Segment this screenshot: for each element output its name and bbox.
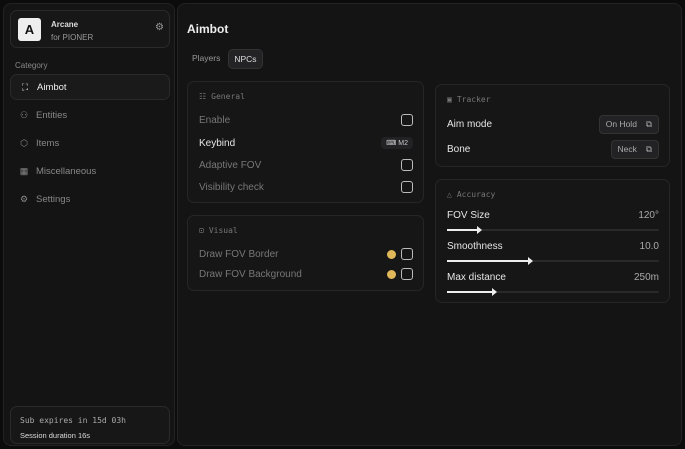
fov-background-row: Draw FOV Background (199, 266, 413, 282)
cube-icon: ⬡ (20, 137, 28, 148)
category-label: Category (15, 61, 48, 70)
sidebar-item-aimbot[interactable]: ⛶ Aimbot (10, 74, 170, 100)
bone-select[interactable]: Neck ⧉ (610, 139, 659, 159)
sidebar-item-settings[interactable]: ⚙ Settings (10, 186, 170, 212)
card-title: Accuracy (456, 190, 496, 199)
bone-row: Bone Neck ⧉ (447, 139, 659, 159)
keybind-row: Keybind ⌨ M2 (199, 135, 413, 151)
slider-label: Smoothness (447, 241, 503, 252)
triangle-icon: △ (447, 190, 452, 199)
row-label: Adaptive FOV (199, 159, 262, 171)
sidebar-item-entities[interactable]: ⚇ Entities (10, 102, 170, 128)
slider-label-row: FOV Size 120° (447, 210, 659, 221)
row-label: Bone (447, 143, 471, 155)
select-icon: ⧉ (645, 143, 652, 154)
tracker-icon: ▣ (447, 95, 452, 104)
card-title: General (211, 92, 245, 101)
row-label: Aim mode (447, 118, 493, 130)
general-card: ☷ General Enable Keybind ⌨ M2 Adaptive FOV… (187, 81, 424, 203)
row-label: Enable (199, 114, 231, 126)
session-duration: Session duration 16s (20, 431, 91, 440)
adaptive-fov-row: Adaptive FOV (199, 157, 413, 173)
subscription-expiry: Sub expires in 15d 03h (20, 416, 126, 425)
aim-mode-row: Aim mode On Hold ⧉ (447, 114, 659, 134)
row-label: Draw FOV Background (199, 268, 302, 280)
slider-track[interactable] (447, 257, 659, 265)
visual-icon: ⊡ (199, 226, 204, 235)
slider-label: FOV Size (447, 210, 490, 221)
sidebar-item-label: Entities (36, 109, 68, 121)
sidebar: A Arcane for PIONER ⚙ Category ⛶ Aimbot ⚇… (3, 3, 175, 446)
tracker-card: ▣ Tracker Aim mode On Hold ⧉ Bone Neck ⧉ (435, 84, 670, 167)
visibility-check-row: Visibility check (199, 179, 413, 195)
sidebar-item-label: Items (36, 137, 60, 149)
slider-thumb[interactable] (476, 226, 482, 234)
app-name: Arcane (51, 20, 79, 29)
subscription-info: Sub expires in 15d 03h Session duration … (10, 406, 170, 444)
aim-mode-value: On Hold (605, 118, 637, 129)
entities-icon: ⚇ (19, 109, 29, 120)
visibility-check-checkbox[interactable] (401, 181, 413, 193)
row-label: Visibility check (199, 181, 264, 193)
gear-icon: ⚙ (19, 193, 29, 204)
grid-icon: ▦ (19, 165, 29, 176)
sidebar-item-items[interactable]: ⬡ Items (10, 130, 170, 156)
sidebar-item-miscellaneous[interactable]: ▦ Miscellaneous (10, 158, 170, 184)
enable-row: Enable (199, 112, 413, 128)
slider-thumb[interactable] (491, 288, 497, 296)
slider-track[interactable] (447, 226, 659, 234)
slider-fill (447, 260, 528, 262)
background-color-swatch[interactable] (387, 269, 396, 279)
tab-npcs[interactable]: NPCs (228, 49, 263, 69)
app-subtitle: for PIONER (51, 33, 94, 42)
list-icon: ☷ (199, 92, 207, 101)
tab-bar: Players NPCs (187, 49, 263, 69)
fov-border-checkbox[interactable] (401, 248, 413, 260)
keyboard-icon: ⌨ (386, 140, 399, 147)
accuracy-card: △ Accuracy FOV Size 120° Smoothness 10.0 Max … (435, 179, 670, 303)
slider-track[interactable] (447, 288, 659, 296)
app-logo: A (18, 18, 41, 41)
card-title: Visual (208, 226, 238, 235)
crosshair-icon: ⛶ (21, 81, 29, 92)
sidebar-item-label: Miscellaneous (36, 165, 97, 177)
slider-value: 10.0 (639, 241, 659, 252)
sidebar-item-label: Aimbot (37, 81, 67, 93)
fov-background-checkbox[interactable] (401, 268, 413, 280)
card-title: Tracker (456, 95, 491, 104)
adaptive-fov-checkbox[interactable] (401, 159, 413, 171)
slider-label: Max distance (447, 272, 506, 283)
bone-value: Neck (617, 143, 637, 154)
page-title: Aimbot (187, 22, 229, 36)
keybind-button[interactable]: ⌨ M2 (381, 137, 413, 149)
aim-mode-select[interactable]: On Hold ⧉ (598, 114, 659, 134)
row-label: Keybind (199, 137, 236, 149)
settings-gear-icon[interactable]: ⚙ (155, 22, 164, 33)
fov-border-row: Draw FOV Border (199, 246, 413, 262)
border-color-swatch[interactable] (387, 249, 396, 259)
tab-players[interactable]: Players (192, 53, 221, 63)
slider-label-row: Max distance 250m (447, 272, 659, 283)
main-panel: Aimbot Players NPCs ☷ General Enable Keyb… (177, 3, 682, 446)
enable-checkbox[interactable] (401, 114, 413, 126)
slider-fill (447, 229, 477, 231)
brand-card: A Arcane for PIONER ⚙ (10, 10, 170, 48)
visual-card: ⊡ Visual Draw FOV Border Draw FOV Backgro… (187, 215, 424, 291)
select-icon: ⧉ (645, 118, 652, 129)
slider-thumb[interactable] (527, 257, 533, 265)
keybind-value: M2 (398, 140, 408, 147)
sidebar-item-label: Settings (36, 193, 71, 205)
slider-fill (447, 291, 492, 293)
slider-value: 120° (638, 210, 659, 221)
row-label: Draw FOV Border (199, 248, 279, 260)
slider-value: 250m (633, 272, 659, 283)
slider-label-row: Smoothness 10.0 (447, 241, 659, 252)
